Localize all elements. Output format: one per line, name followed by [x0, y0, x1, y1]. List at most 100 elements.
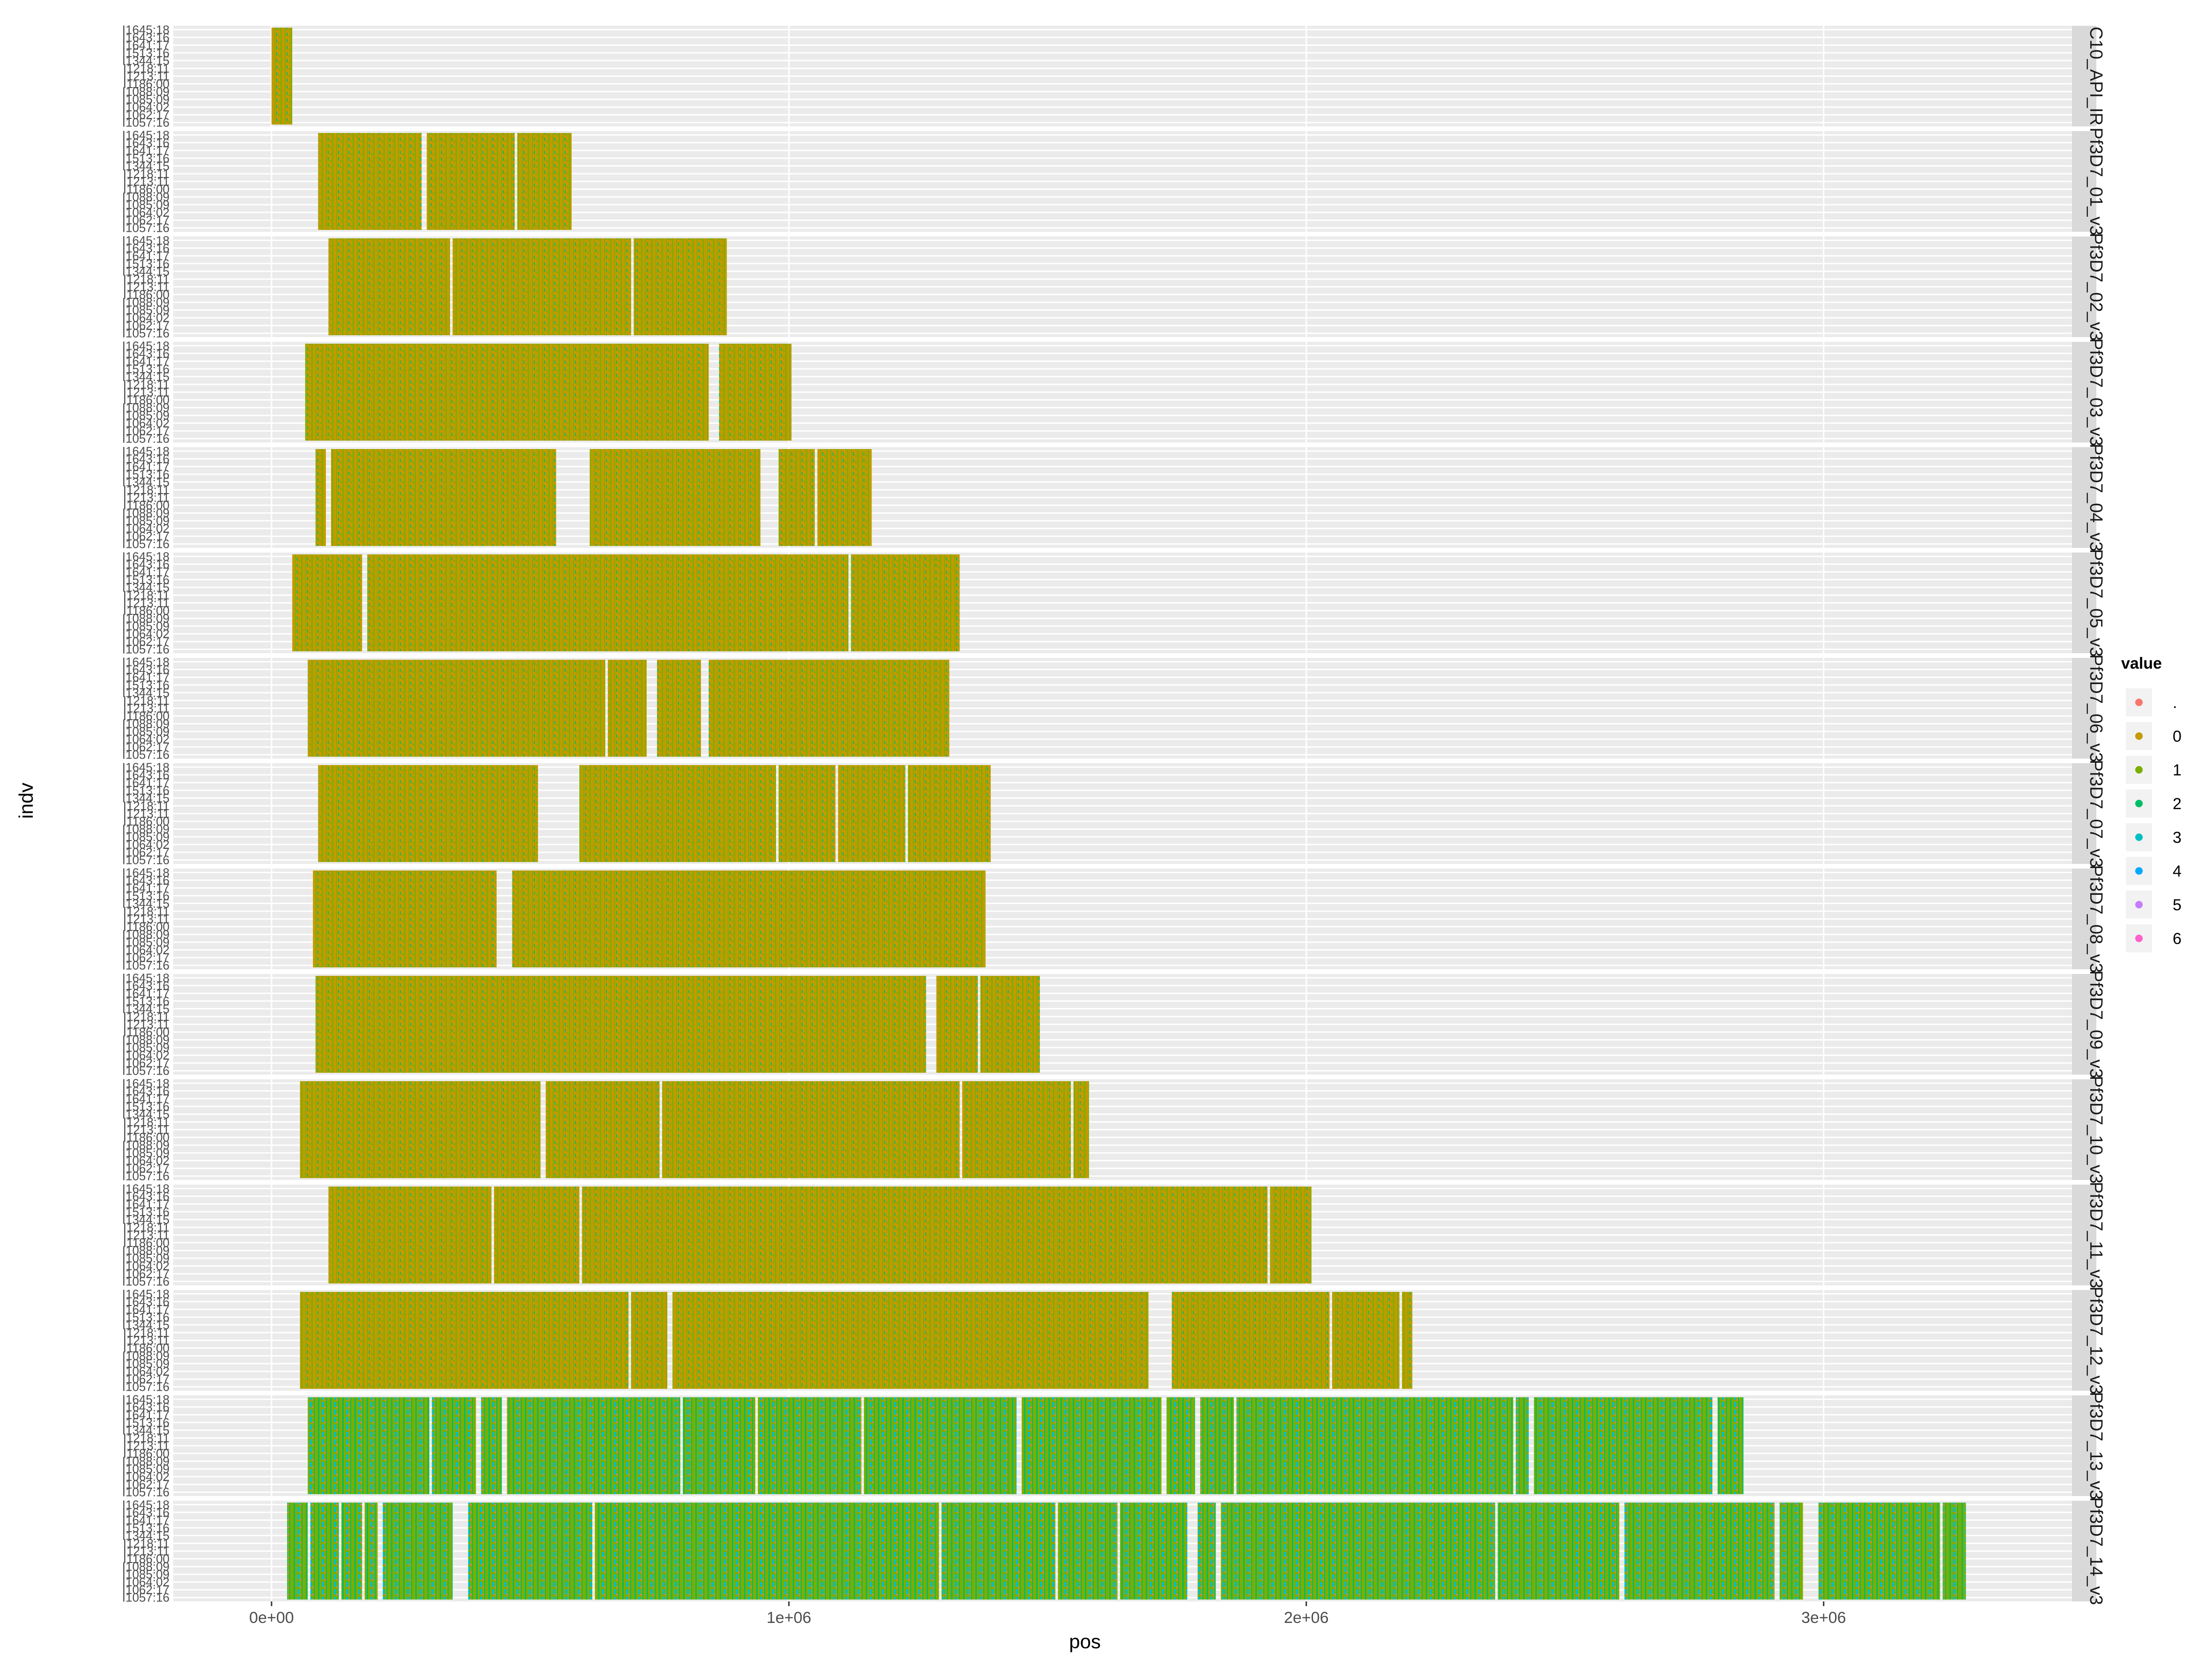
legend-swatch — [2135, 935, 2143, 942]
y-tick-label: I1513:16 — [122, 46, 170, 60]
data-segment — [579, 765, 776, 862]
data-segment — [1200, 1397, 1234, 1494]
y-tick-label: I1085:09 — [122, 92, 170, 106]
y-tick-label: I1645:18 — [122, 1497, 170, 1512]
y-tick-label: I1213:11 — [123, 1018, 170, 1032]
legend-swatch — [2135, 732, 2143, 740]
data-segment — [851, 554, 960, 651]
y-tick-label: I1085:09 — [122, 1462, 170, 1476]
y-tick-label: I1641:17 — [122, 1197, 170, 1211]
y-tick-label: I1513:16 — [122, 257, 170, 271]
facet-strip: Pf3D7_13_v3 — [2072, 1392, 2106, 1500]
strip-label: Pf3D7_12_v3 — [2086, 1286, 2106, 1394]
y-tick-label: I1645:18 — [122, 865, 170, 879]
facet-strip: Pf3D7_12_v3 — [2072, 1286, 2106, 1394]
strip-label: Pf3D7_10_v3 — [2086, 1076, 2106, 1183]
y-tick-label: I1513:16 — [122, 889, 170, 903]
data-segment — [1058, 1503, 1118, 1600]
y-tick-label: I1641:17 — [122, 565, 170, 579]
data-segment — [864, 1397, 1017, 1494]
legend-entry: 0 — [2126, 722, 2182, 750]
data-segment — [364, 1503, 378, 1600]
strip-label: Pf3D7_01_v3 — [2086, 127, 2106, 235]
legend-swatch — [2135, 867, 2143, 875]
y-tick-label: I1213:11 — [123, 1439, 170, 1453]
strip-background — [2072, 1501, 2096, 1601]
data-segment — [907, 765, 991, 862]
data-segment — [310, 1503, 339, 1600]
y-tick-label: I1641:17 — [122, 1302, 170, 1316]
data-segment — [494, 1187, 580, 1283]
y-tick-label: I1057:16 — [122, 853, 170, 867]
data-segment — [936, 976, 978, 1073]
data-segment — [318, 765, 538, 862]
data-segment — [708, 660, 950, 757]
strip-label: Pf3D7_08_v3 — [2086, 865, 2106, 973]
y-tick-label: I1088:09 — [122, 1349, 170, 1363]
facet-strip: Pf3D7_11_v3 — [2072, 1182, 2106, 1288]
y-tick-label: I1088:09 — [122, 1138, 170, 1152]
y-tick-label: I1645:18 — [122, 760, 170, 774]
y-tick-label: I1088:09 — [122, 1560, 170, 1574]
y-tick-label: I1344:15 — [122, 264, 170, 278]
y-tick-label: I1085:09 — [122, 830, 170, 844]
data-segment — [1120, 1503, 1187, 1600]
data-segment — [1332, 1292, 1400, 1389]
facet-strip: Pf3D7_14_v3 — [2072, 1497, 2106, 1605]
y-tick-label: I1186:00 — [123, 920, 170, 934]
y-tick-label: I1062:17 — [122, 529, 170, 543]
y-tick-label: I1344:15 — [122, 686, 170, 700]
strip-background — [2072, 447, 2096, 548]
data-segment — [292, 554, 362, 651]
y-tick-label: I1062:17 — [122, 1477, 170, 1491]
x-axis: pos 0e+00 1e+06 2e+06 3e+06 — [249, 1601, 1846, 1652]
data-segment — [468, 1503, 592, 1600]
y-tick-label: I1088:09 — [122, 1454, 170, 1468]
strip-label: Pf3D7_02_v3 — [2086, 233, 2106, 340]
y-tick-label: I1513:16 — [122, 467, 170, 481]
data-segment — [778, 449, 815, 546]
y-tick-label: I1641:17 — [122, 459, 170, 473]
data-segment — [1516, 1397, 1529, 1494]
data-segment — [1166, 1397, 1195, 1494]
y-tick-label: I1088:09 — [122, 1033, 170, 1047]
y-tick-label: I1213:11 — [123, 69, 170, 83]
data-segment — [941, 1503, 1055, 1600]
y-tick-label: I1064:02 — [122, 732, 170, 746]
legend-label: 6 — [2173, 930, 2182, 948]
y-tick-label: I1643:16 — [122, 1505, 170, 1519]
y-tick-label: I1057:16 — [122, 432, 170, 446]
data-segment — [432, 1397, 476, 1494]
legend-entry: . — [2126, 688, 2177, 716]
y-tick-label: I1088:09 — [122, 506, 170, 520]
data-segment — [341, 1503, 362, 1600]
y-tick-label: I1513:16 — [122, 362, 170, 376]
data-segment — [287, 1503, 308, 1600]
y-tick-label: I1085:09 — [122, 619, 170, 633]
strip-label: Pf3D7_07_v3 — [2086, 759, 2106, 867]
data-segment — [590, 449, 761, 546]
x-tick-label: 1e+06 — [767, 1609, 811, 1627]
data-segment — [1022, 1397, 1162, 1494]
y-tick-label: I1513:16 — [122, 151, 170, 165]
y-tick-label: I1085:09 — [122, 198, 170, 212]
data-segment — [328, 1187, 492, 1283]
data-segment — [328, 238, 450, 335]
y-tick-label: I1213:11 — [123, 175, 170, 189]
facet-strip: Pf3D7_02_v3 — [2072, 233, 2106, 341]
y-tick-label: I1064:02 — [122, 1048, 170, 1062]
y-tick-label: I1344:15 — [122, 1212, 170, 1226]
facet-strip: C10_API_IR — [2072, 26, 2106, 126]
data-segment — [331, 449, 556, 546]
data-segment — [305, 344, 709, 441]
y-tick-label: I1641:17 — [122, 1091, 170, 1106]
y-tick-label: I1218:11 — [123, 61, 170, 75]
y-tick-label: I1645:18 — [122, 1392, 170, 1406]
strip-background — [2072, 1290, 2096, 1391]
data-segment — [512, 870, 986, 967]
y-tick-label: I1085:09 — [122, 1357, 170, 1371]
y-tick-label: I1062:17 — [122, 740, 170, 754]
strip-background — [2072, 553, 2096, 653]
y-tick-label: I1513:16 — [122, 783, 170, 797]
